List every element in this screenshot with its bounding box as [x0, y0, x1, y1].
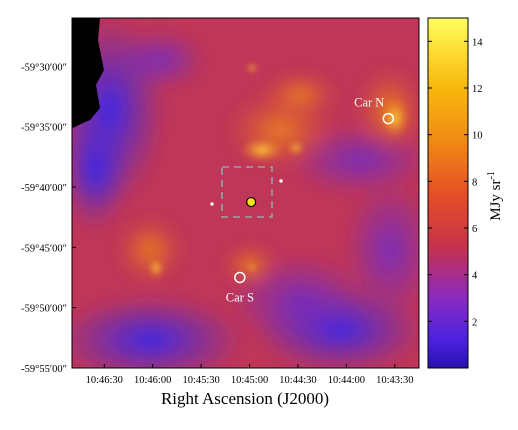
colorbar-tick-label: 8 [472, 177, 477, 188]
small-marker-1 [279, 179, 283, 183]
y-tick-label: -59°55′00″ [21, 364, 67, 375]
y-tick-label: -59°30′00″ [21, 62, 67, 73]
source-label: Car N [354, 96, 384, 110]
x-tick-label: 10:44:30 [279, 375, 316, 386]
source-label: Car S [226, 290, 254, 304]
colorbar-tick-label: 2 [472, 317, 477, 328]
region-box [221, 166, 273, 218]
colorbar [427, 17, 469, 369]
source-marker [234, 271, 246, 284]
y-tick-label: -59°35′00″ [21, 123, 67, 134]
small-marker-2 [210, 202, 214, 206]
colorbar-tick-label: 12 [472, 84, 483, 95]
x-tick-label: 10:45:30 [182, 375, 219, 386]
colorbar-tick-label: 10 [472, 131, 483, 142]
y-tick-label: -59°40′00″ [21, 183, 67, 194]
x-tick-label: 10:44:00 [328, 375, 365, 386]
colorbar-tick-label: 14 [472, 37, 483, 48]
colorbar-tick-label: 4 [472, 271, 478, 282]
source-marker [246, 196, 257, 208]
x-tick-label: 10:46:00 [134, 375, 171, 386]
x-tick-label: 10:46:30 [86, 375, 123, 386]
x-tick-label: 10:43:30 [376, 375, 413, 386]
plot-frame [71, 17, 420, 369]
source-marker [382, 112, 395, 125]
x-tick-label: 10:45:00 [231, 375, 268, 386]
y-tick-label: -59°50′00″ [21, 304, 67, 315]
x-axis-label: Right Ascension (J2000) [161, 389, 329, 408]
y-tick-label: -59°45′00″ [21, 243, 67, 254]
colorbar-label: MJy sr-1 [486, 171, 504, 221]
colorbar-tick-label: 6 [472, 224, 477, 235]
intensity-map [72, 18, 419, 368]
